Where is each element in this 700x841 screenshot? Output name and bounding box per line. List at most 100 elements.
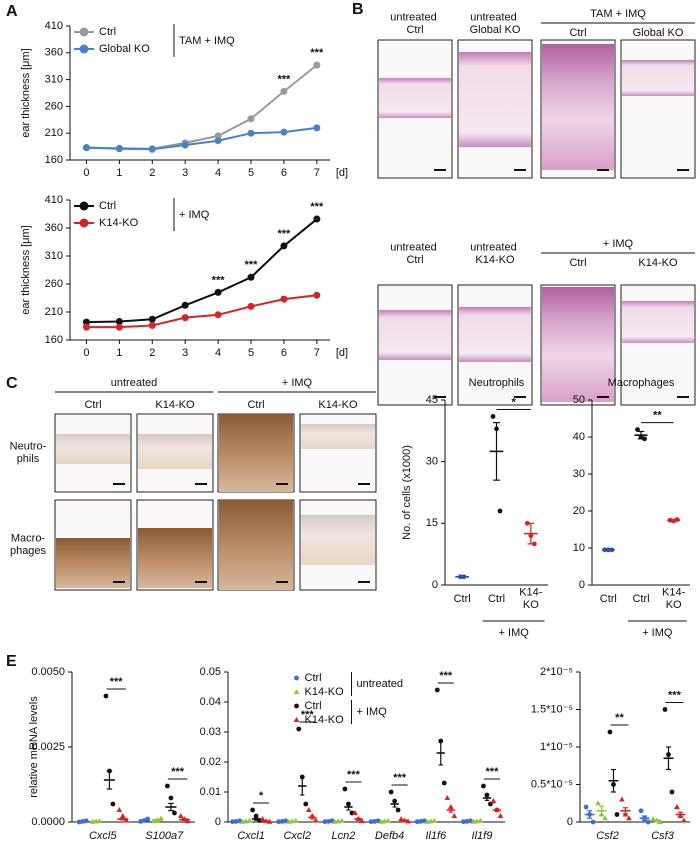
y-tick-label: 0 (567, 816, 573, 828)
legend-group-label: untreated (357, 678, 403, 690)
y-tick-label: 1.5*10⁻⁵ (531, 703, 573, 715)
y-tick-label: 15 (426, 517, 438, 529)
legend-marker (294, 703, 299, 709)
data-point (178, 813, 184, 818)
significance: ** (615, 712, 624, 724)
tissue (219, 500, 293, 590)
legend-marker (79, 27, 89, 37)
x-tick-label: 0 (83, 347, 89, 359)
group-header: TAM + IMQ (590, 8, 646, 20)
data-point (657, 819, 663, 824)
data-point (115, 145, 123, 153)
data-point (214, 137, 222, 145)
tissue (138, 528, 212, 588)
image-header: untreated Ctrl (390, 11, 440, 36)
legend-label: Ctrl (99, 200, 116, 212)
tissue (459, 52, 531, 147)
data-point (306, 807, 312, 812)
y-tick-label: 210 (45, 127, 63, 139)
y-tick-label: 0.05 (200, 666, 221, 678)
data-point (148, 145, 156, 153)
y-tick-label: 0 (432, 579, 438, 591)
data-point (172, 810, 177, 816)
column-header: Ctrl (247, 399, 264, 411)
x-axis-label: [d] (336, 347, 348, 359)
panel-label: A (6, 3, 18, 20)
data-point (590, 819, 596, 825)
data-point (247, 302, 255, 310)
x-tick-label: 5 (248, 347, 254, 359)
tissue (542, 44, 614, 170)
group-header: + IMQ (282, 377, 313, 389)
data-point (626, 815, 632, 821)
legend-marker (293, 717, 300, 722)
x-tick-label: 4 (215, 167, 221, 179)
significance: *** (301, 709, 315, 721)
data-point (181, 314, 189, 322)
tissue (56, 434, 130, 464)
y-tick-label: 0.0000 (31, 816, 65, 828)
series-line (86, 218, 318, 324)
tissue (138, 434, 212, 469)
y-tick-label: 360 (45, 47, 63, 59)
y-tick-label: 160 (45, 154, 63, 166)
panel-label: B (352, 1, 364, 18)
data-point (82, 323, 90, 331)
x-tick-label: Ctrl (454, 593, 471, 605)
data-point (296, 726, 302, 732)
data-point (614, 812, 620, 817)
data-point (253, 813, 259, 819)
data-point (123, 817, 130, 823)
y-tick-label: 10 (573, 542, 585, 554)
data-point (280, 295, 288, 303)
image-header: untreated K14-KO (470, 241, 520, 266)
data-point (247, 115, 255, 123)
data-point (185, 818, 191, 824)
significance: *** (310, 201, 324, 213)
column-header: K14-KO (155, 399, 195, 411)
data-point (214, 132, 222, 140)
significance: *** (347, 769, 361, 781)
tissue (622, 301, 694, 343)
x-tick-label: Cxcl2 (283, 830, 311, 841)
group-header: untreated (111, 377, 157, 389)
significance: *** (486, 766, 500, 778)
data-point (82, 318, 90, 326)
x-tick-label: S100a7 (145, 830, 184, 841)
y-tick-label: 360 (45, 222, 63, 234)
tissue (542, 287, 614, 402)
data-point (669, 789, 675, 795)
significance: * (259, 790, 264, 802)
significance: *** (245, 259, 259, 271)
y-tick-label: 260 (45, 278, 63, 290)
x-tick-label: Lcn2 (331, 830, 355, 841)
significance: *** (278, 73, 292, 85)
x-tick-label: 0 (83, 167, 89, 179)
data-point (313, 291, 321, 299)
group-header: + IMQ (603, 238, 634, 250)
y-axis-label: No. of cells (x1000) (401, 445, 413, 540)
tissue (301, 515, 375, 565)
x-tick-label: 6 (281, 347, 287, 359)
significance: ** (653, 410, 662, 422)
legend-marker (294, 675, 299, 681)
x-tick-label: 1 (116, 167, 122, 179)
y-tick-label: 30 (573, 468, 585, 480)
x-tick-label: K14-KO (662, 586, 686, 611)
significance: *** (278, 228, 292, 240)
x-tick-label: 7 (314, 167, 320, 179)
data-point (82, 144, 90, 152)
chart-title: Macrophages (608, 377, 675, 389)
y-tick-label: 310 (45, 250, 63, 262)
data-point (359, 818, 365, 824)
y-tick-label: 260 (45, 100, 63, 112)
x-tick-label: Il1f6 (425, 830, 447, 841)
y-axis-label: relative mRNA levels (28, 696, 40, 798)
y-tick-label: 410 (45, 20, 63, 32)
y-tick-label: 2*10⁻⁵ (540, 666, 573, 678)
data-point (352, 810, 358, 815)
data-point (583, 804, 589, 810)
x-tick-label: 4 (215, 347, 221, 359)
data-point (342, 786, 348, 792)
